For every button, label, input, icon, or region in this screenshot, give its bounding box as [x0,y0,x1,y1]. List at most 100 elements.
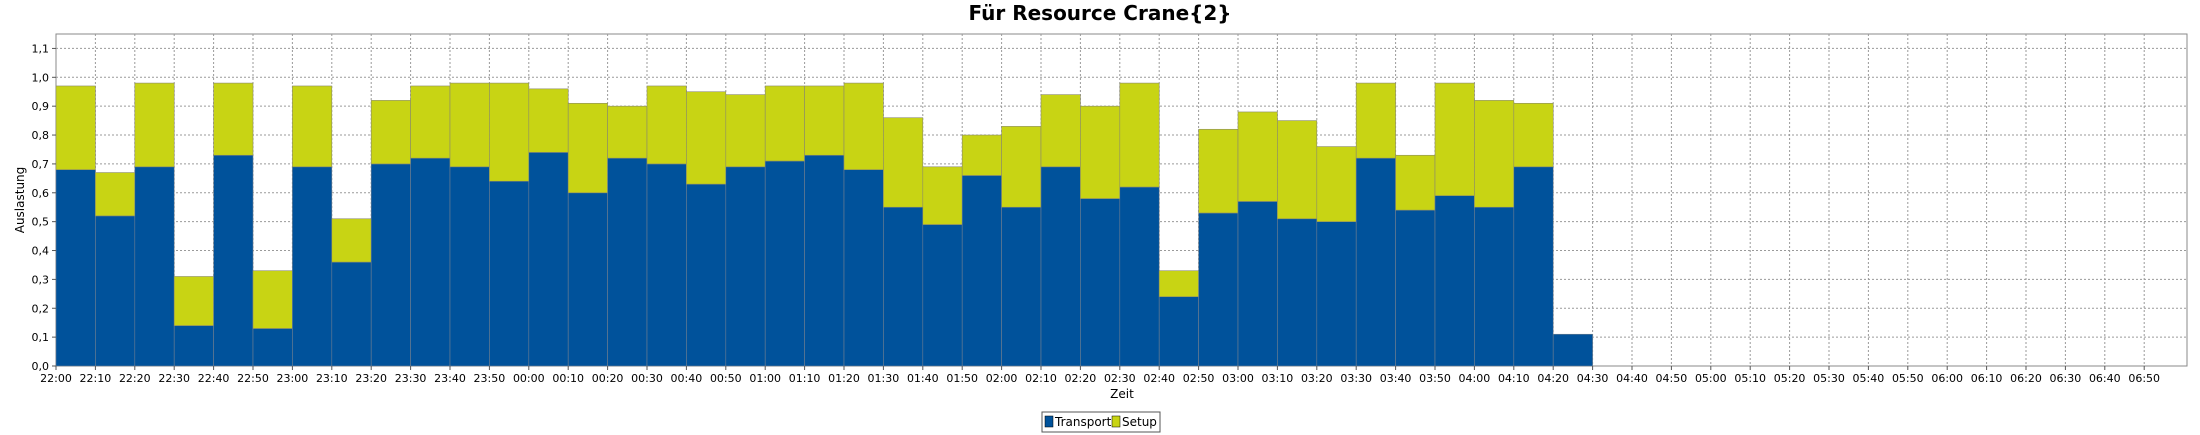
bar-setup [370,100,411,165]
y-axis-label: Auslastung [13,167,27,234]
bar-setup [331,218,372,263]
bar-setup [1198,128,1239,214]
x-tick-label: 23:50 [474,372,506,385]
x-tick-label: 05:40 [1853,372,1885,385]
bar-transport [764,160,805,367]
x-tick-label: 06:40 [2089,372,2121,385]
bar-setup [1355,82,1396,159]
x-tick-label: 01:50 [946,372,978,385]
x-tick-label: 22:50 [237,372,269,385]
bar-transport [646,163,687,367]
bar-setup [725,94,766,168]
bar-transport [804,154,845,367]
x-tick-label: 23:30 [395,372,427,385]
y-tick-label: 1,0 [32,71,50,84]
x-tick-label: 23:10 [316,372,348,385]
bar-transport [134,166,175,367]
bar-setup [449,82,490,168]
x-tick-label: 02:20 [1065,372,1097,385]
bar-transport [1198,212,1239,367]
bar-setup [292,85,333,168]
y-tick-label: 0,1 [32,331,50,344]
x-tick-label: 02:30 [1104,372,1136,385]
bar-setup [764,85,805,162]
bar-transport [1158,296,1199,367]
y-tick-label: 0,9 [32,100,50,113]
x-tick-label: 02:00 [986,372,1018,385]
x-tick-label: 23:00 [277,372,309,385]
x-tick-label: 05:30 [1813,372,1845,385]
bar-transport [1395,209,1436,367]
bar-transport [252,328,293,367]
bar-transport [1513,166,1554,367]
y-axis-ticks: 0,0 0,1 0,2 0,3 0,4 0,5 0,6 0,7 0,8 0,9 1,0 1,1 [32,42,56,373]
bar-setup [1513,102,1554,168]
x-tick-label: 05:00 [1695,372,1727,385]
bar-transport [607,157,648,367]
bar-setup [686,91,727,185]
x-tick-label: 01:40 [907,372,939,385]
bar-setup [528,88,569,153]
x-tick-label: 04:10 [1498,372,1530,385]
y-tick-label: 1,1 [32,42,50,55]
x-tick-label: 02:50 [1183,372,1215,385]
x-tick-label: 04:30 [1577,372,1609,385]
bar-transport [528,152,569,367]
x-tick-label: 22:20 [119,372,151,385]
bar-transport [1277,218,1318,367]
x-tick-label: 22:10 [80,372,112,385]
x-tick-label: 23:40 [434,372,466,385]
x-tick-label: 00:50 [710,372,742,385]
y-tick-label: 0,2 [32,302,50,315]
x-tick-label: 04:40 [1616,372,1648,385]
bars [55,82,1593,367]
legend-swatch-setup [1111,415,1121,428]
chart-title: Für Resource Crane{2} [968,1,1231,25]
bar-transport [55,169,96,367]
x-tick-label: 00:20 [592,372,624,385]
bar-setup [1316,146,1357,222]
x-tick-label: 06:20 [2010,372,2042,385]
legend-frame [1041,411,1161,433]
x-tick-label: 04:50 [1656,372,1688,385]
y-tick-label: 0,4 [32,245,50,258]
x-tick-label: 06:50 [2128,372,2160,385]
bar-transport [1001,206,1042,367]
bar-setup [1001,126,1042,208]
x-tick-label: 00:40 [671,372,703,385]
x-tick-label: 03:30 [1340,372,1372,385]
bar-setup [1277,120,1318,220]
y-tick-label: 0,8 [32,129,50,142]
x-tick-label: 00:00 [513,372,545,385]
bar-transport [686,183,727,367]
bar-setup [213,82,254,156]
bar-setup [567,102,608,194]
x-tick-label: 03:50 [1419,372,1451,385]
bar-setup [1237,111,1278,202]
bar-setup [804,85,845,156]
y-tick-label: 0,0 [32,360,50,373]
bar-transport [449,166,490,367]
bar-transport [1474,206,1515,367]
x-tick-label: 02:10 [1025,372,1057,385]
x-tick-label: 06:10 [1971,372,2003,385]
bar-transport [1316,221,1357,367]
bar-transport [883,206,924,367]
bar-setup [1434,82,1475,196]
x-tick-label: 02:40 [1143,372,1175,385]
bar-transport [370,163,411,367]
bar-transport [1237,201,1278,367]
x-tick-label: 01:30 [868,372,900,385]
x-tick-label: 03:10 [1262,372,1294,385]
x-tick-label: 06:00 [1931,372,1963,385]
bar-setup [1158,270,1199,298]
x-tick-label: 05:50 [1892,372,1924,385]
x-tick-label: 03:20 [1301,372,1333,385]
bar-setup [607,105,648,159]
bar-transport [213,154,254,367]
x-tick-label: 01:10 [789,372,821,385]
x-tick-label: 23:20 [355,372,387,385]
y-tick-label: 0,7 [32,158,50,171]
y-tick-label: 0,3 [32,273,50,286]
bar-setup [1474,100,1515,208]
